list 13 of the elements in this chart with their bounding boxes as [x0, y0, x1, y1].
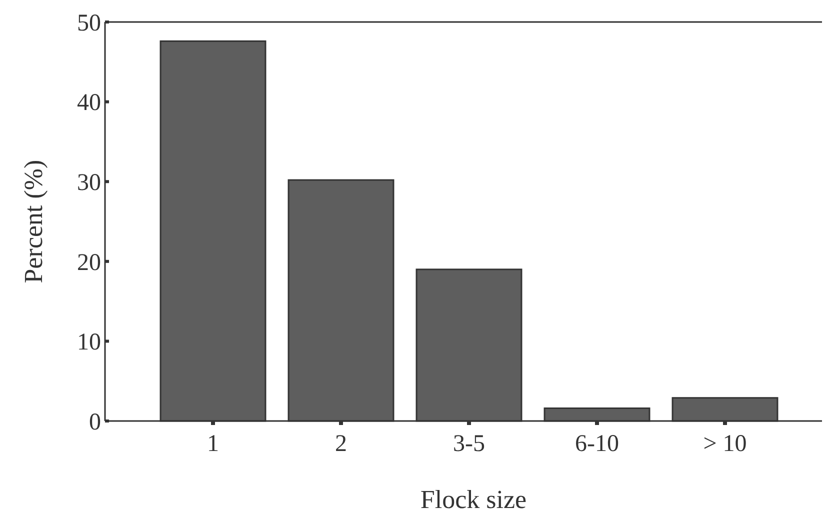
y-tick-label: 0: [89, 409, 101, 436]
x-tick-label: 3-5: [453, 431, 485, 457]
y-tick-label: 50: [77, 10, 101, 36]
x-tick-label: 1: [207, 431, 219, 457]
x-tick-label: > 10: [703, 431, 747, 457]
x-axis-title: Flock size: [420, 485, 527, 514]
y-axis-title: Percent (%): [19, 160, 48, 284]
x-tick-label: 6-10: [575, 431, 619, 457]
x-tick-label: 2: [335, 431, 347, 457]
y-tick-label: 10: [77, 330, 101, 356]
y-tick-label: 40: [77, 90, 101, 116]
y-tick-label: 20: [77, 250, 101, 276]
y-tick-label: 30: [77, 170, 101, 196]
